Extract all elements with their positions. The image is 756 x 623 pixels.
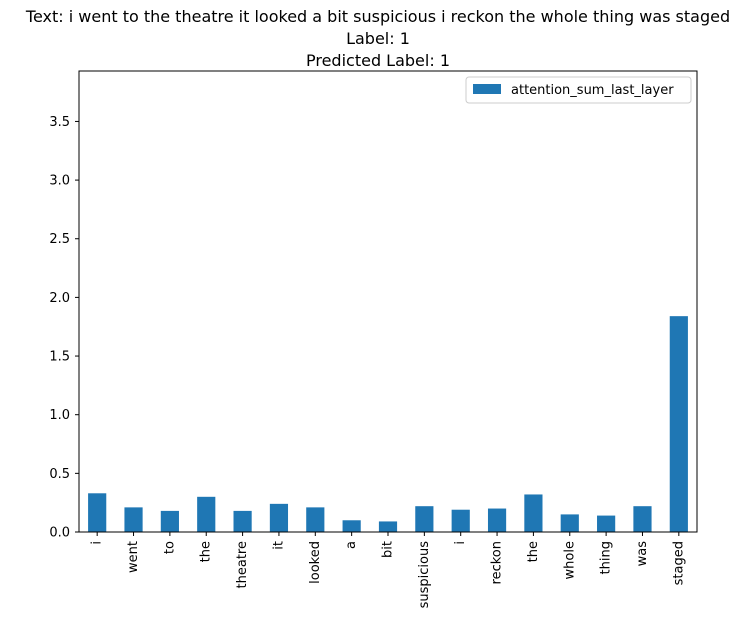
title-predicted-label-line: Predicted Label: 1 — [305, 51, 450, 70]
bar-12 — [524, 494, 543, 532]
bar-7 — [342, 520, 361, 532]
x-tick-label-13: whole — [562, 541, 577, 579]
bar-0 — [88, 493, 107, 532]
bar-5 — [269, 503, 289, 532]
y-axis: 0.0 0.5 1.0 1.5 2.0 2.5 3.0 3.5 — [49, 115, 79, 541]
x-tick-label-15: was — [635, 541, 650, 567]
x-tick-label-14: thing — [599, 541, 614, 574]
x-tick-label-2: to — [162, 541, 177, 554]
bar-1 — [124, 507, 143, 532]
x-tick-label-0: i — [90, 541, 105, 545]
x-tick-label-12: the — [526, 541, 541, 562]
bar-9 — [415, 506, 434, 532]
bar-16 — [669, 316, 688, 532]
x-tick-label-8: bit — [381, 541, 396, 558]
y-tick-label-6: 3.0 — [49, 174, 70, 189]
bar-3 — [197, 496, 216, 532]
x-tick-label-6: looked — [308, 541, 323, 584]
title-text-line: Text: i went to the theatre it looked a … — [25, 7, 731, 26]
legend: attention_sum_last_layer — [465, 76, 692, 104]
y-tick-label-2: 1.0 — [49, 408, 70, 423]
bar-6 — [306, 507, 325, 532]
plot-frame — [78, 70, 698, 533]
x-tick-label-5: it — [271, 541, 286, 550]
x-axis: i went to the theatre it looked a bit suspicious i… — [90, 532, 686, 609]
legend-label: attention_sum_last_layer — [511, 83, 674, 98]
bar-10 — [451, 509, 470, 532]
x-tick-label-11: reckon — [490, 541, 505, 584]
title-label-line: Label: 1 — [346, 29, 410, 48]
bar-2 — [160, 510, 179, 532]
x-tick-label-4: theatre — [235, 541, 250, 588]
x-tick-label-1: went — [126, 541, 141, 573]
y-tick-label-1: 0.5 — [49, 467, 70, 482]
bar-15 — [633, 506, 652, 532]
bar-4 — [233, 510, 252, 532]
bars-group — [88, 316, 688, 532]
x-tick-label-9: suspicious — [417, 541, 432, 609]
x-tick-label-7: a — [344, 541, 359, 549]
bar-14 — [597, 515, 616, 532]
y-tick-label-7: 3.5 — [49, 115, 70, 130]
x-tick-label-16: staged — [671, 541, 686, 585]
x-tick-label-10: i — [453, 541, 468, 545]
y-tick-label-0: 0.0 — [49, 526, 70, 541]
bar-11 — [487, 508, 507, 532]
y-tick-label-3: 1.5 — [49, 350, 70, 365]
legend-box — [465, 76, 692, 104]
bar-8 — [378, 521, 398, 532]
bar-13 — [560, 514, 579, 532]
y-tick-label-5: 2.5 — [49, 232, 70, 247]
x-tick-label-3: the — [199, 541, 214, 562]
legend-swatch — [473, 84, 501, 94]
y-tick-label-4: 2.0 — [49, 291, 70, 306]
